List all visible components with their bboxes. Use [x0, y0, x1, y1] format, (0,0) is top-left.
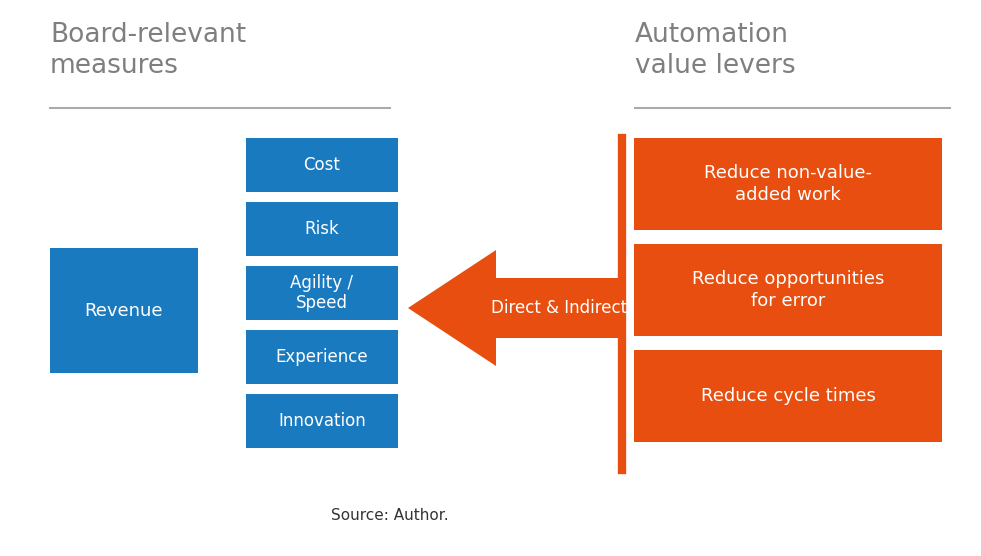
Text: Revenue: Revenue	[84, 301, 163, 320]
Text: Cost: Cost	[303, 156, 340, 174]
FancyBboxPatch shape	[634, 138, 942, 230]
FancyBboxPatch shape	[50, 248, 198, 373]
FancyBboxPatch shape	[634, 244, 942, 336]
FancyBboxPatch shape	[246, 394, 398, 448]
FancyBboxPatch shape	[634, 350, 942, 442]
Text: Agility /
Speed: Agility / Speed	[290, 274, 353, 312]
Text: Innovation: Innovation	[279, 412, 366, 430]
FancyBboxPatch shape	[246, 202, 398, 256]
Polygon shape	[408, 250, 622, 366]
Text: Source: Author.: Source: Author.	[332, 508, 449, 523]
Text: Reduce non-value-
added work: Reduce non-value- added work	[704, 164, 872, 204]
FancyBboxPatch shape	[246, 138, 398, 192]
Text: Risk: Risk	[305, 220, 339, 238]
Text: Automation
value levers: Automation value levers	[635, 22, 796, 79]
Text: Experience: Experience	[276, 348, 368, 366]
Text: Direct & Indirect: Direct & Indirect	[490, 299, 627, 317]
Text: Reduce opportunities
for error: Reduce opportunities for error	[692, 270, 884, 310]
Text: Reduce cycle times: Reduce cycle times	[700, 387, 875, 405]
Text: Board-relevant
measures: Board-relevant measures	[50, 22, 246, 79]
FancyBboxPatch shape	[246, 330, 398, 384]
FancyBboxPatch shape	[246, 266, 398, 320]
